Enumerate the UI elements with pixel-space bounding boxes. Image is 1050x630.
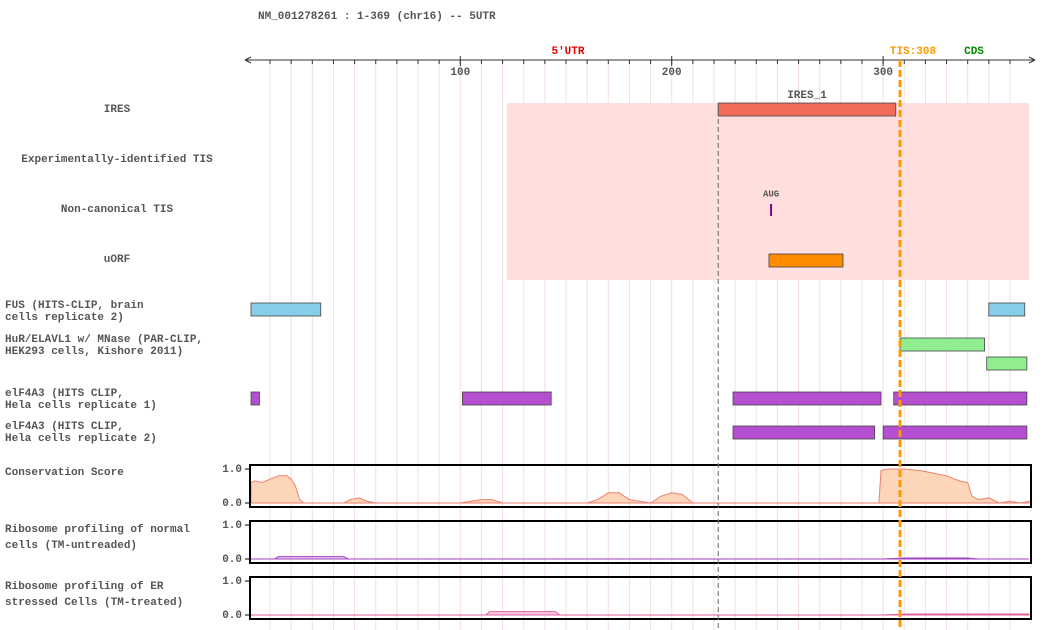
ruler-label: 300 xyxy=(873,67,893,79)
track-label: Non-canonical TIS xyxy=(61,204,174,216)
y-tick-label: 0.0 xyxy=(222,498,242,510)
track-label: Hela cells replicate 1) xyxy=(5,400,157,412)
track-label: Ribosome profiling of ER xyxy=(5,581,164,593)
feature xyxy=(986,356,1028,371)
signal-area xyxy=(250,468,1030,504)
track-label: elF4A3 (HITS CLIP, xyxy=(5,421,124,433)
track-label: elF4A3 (HITS CLIP, xyxy=(5,388,124,400)
region-label: TIS:308 xyxy=(890,46,937,58)
track-label: cells (TM-untreaded) xyxy=(5,540,137,552)
feature xyxy=(732,391,882,406)
signal-box xyxy=(249,520,1032,564)
feature xyxy=(250,391,260,406)
feature xyxy=(882,425,1028,440)
track-label: cells replicate 2) xyxy=(5,312,124,324)
y-tick-label: 1.0 xyxy=(222,464,242,476)
header: NM_001278261 : 1-369 (chr16) -- 5UTR xyxy=(258,11,496,23)
region-label: CDS xyxy=(964,46,984,58)
region-highlight xyxy=(506,103,1029,280)
point-label: AUG xyxy=(763,189,779,199)
feature xyxy=(732,425,876,440)
ruler-arrow xyxy=(244,56,1036,64)
track-label: Conservation Score xyxy=(5,467,124,479)
track-label: Hela cells replicate 2) xyxy=(5,433,157,445)
ruler-label: 100 xyxy=(450,67,470,79)
track-label: IRES xyxy=(104,104,131,116)
feature-label: IRES_1 xyxy=(787,90,827,102)
track-label: HEK293 cells, Kishore 2011) xyxy=(5,346,183,358)
track-label: Experimentally-identified TIS xyxy=(21,154,213,166)
region-label: 5'UTR xyxy=(551,46,584,58)
feature xyxy=(768,253,844,268)
track-label: stressed Cells (TM-treated) xyxy=(5,597,183,609)
feature xyxy=(717,102,897,117)
track-label: FUS (HITS-CLIP, brain xyxy=(5,300,144,312)
feature xyxy=(462,391,552,406)
track-label: HuR/ELAVL1 w/ MNase (PAR-CLIP, xyxy=(5,334,203,346)
y-tick-label: 1.0 xyxy=(222,576,242,588)
feature xyxy=(899,337,986,352)
y-tick-label: 0.0 xyxy=(222,610,242,622)
signal-box xyxy=(249,464,1032,508)
signal-area xyxy=(251,556,1029,560)
feature xyxy=(250,302,322,317)
y-tick-label: 1.0 xyxy=(222,520,242,532)
signal-area xyxy=(251,611,1030,616)
track-label: Ribosome profiling of normal xyxy=(5,524,190,536)
ruler-label: 200 xyxy=(662,67,682,79)
track-label: uORF xyxy=(104,254,130,266)
feature xyxy=(893,391,1028,406)
signal-box xyxy=(249,576,1032,620)
feature xyxy=(988,302,1026,317)
y-tick-label: 0.0 xyxy=(222,554,242,566)
